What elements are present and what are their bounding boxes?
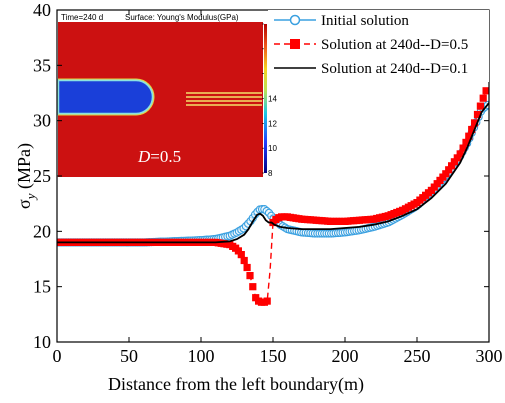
series-d01 — [57, 102, 489, 244]
y-tick-label: 35 — [33, 55, 51, 75]
x-tick-label: 100 — [188, 346, 215, 366]
inset-annotation: D=0.5 — [137, 147, 181, 166]
series-d05-point — [237, 251, 245, 259]
series-d05-point — [476, 102, 484, 110]
series-d05-point — [246, 272, 254, 280]
y-tick-label: 15 — [33, 277, 51, 297]
series-d05-point — [263, 297, 271, 305]
series-d05-point — [473, 110, 482, 119]
series-d05-point — [479, 94, 487, 102]
inset-header — [58, 11, 270, 22]
series-d05-point — [459, 144, 467, 152]
colorbar-tick-label: 8 — [268, 169, 273, 178]
inset-inclusion — [56, 78, 155, 116]
y-axis-title: σy (MPa) — [14, 143, 38, 209]
series-d05-point — [465, 132, 473, 140]
series-d05-point — [240, 256, 248, 265]
legend-item-d01: Solution at 240d--D=0.1 — [274, 61, 468, 77]
legend-item-initial: Initial solution — [274, 13, 409, 29]
x-tick-label: 0 — [53, 346, 62, 366]
series-d05-point — [453, 154, 461, 162]
x-tick-label: 150 — [260, 346, 287, 366]
colorbar-tick-label: 12 — [268, 119, 277, 128]
series-d05-point — [462, 138, 470, 146]
inset-colorbar — [264, 24, 267, 173]
inset-time-label: Time=240 d — [61, 13, 103, 22]
y-tick-label: 30 — [33, 111, 51, 131]
series-d05-point — [234, 247, 242, 255]
legend-label-d05: Solution at 240d--D=0.5 — [321, 37, 468, 53]
x-tick-label: 300 — [476, 346, 503, 366]
series-d05-point — [468, 125, 476, 134]
y-tick-label: 20 — [33, 221, 51, 241]
x-tick-label: 250 — [404, 346, 431, 366]
colorbar-tick-label: 14 — [268, 95, 277, 104]
y-axis-ticks: 10 15 20 25 30 35 40 — [33, 0, 489, 352]
series-d05-point — [456, 150, 464, 158]
y-tick-label: 10 — [33, 332, 51, 352]
series-d05-point — [442, 170, 450, 178]
series-d05-point — [249, 283, 257, 291]
inset-fracture-lines — [186, 92, 262, 106]
series-d05-point — [243, 263, 251, 272]
x-tick-label: 200 — [332, 346, 359, 366]
y-tick-label: 25 — [33, 166, 51, 186]
series-d05-point — [445, 166, 453, 174]
inset-inclusion-rim — [58, 78, 155, 116]
x-tick-label: 50 — [120, 346, 138, 366]
legend-label-d01: Solution at 240d--D=0.1 — [321, 61, 468, 77]
legend-box — [268, 10, 489, 82]
y-tick-label: 40 — [33, 0, 51, 20]
colorbar-tick-label: 10 — [268, 144, 277, 153]
legend: Initial solution Solution at 240d--D=0.5… — [268, 10, 489, 82]
legend-label-initial: Initial solution — [321, 13, 409, 29]
inset-contour-plot: Time=240 d Surface: Young's Modulus(GPa)… — [56, 11, 277, 178]
series-d05-point — [482, 87, 489, 95]
series-d05-point — [471, 119, 479, 127]
x-axis-ticks: 0 50 100 150 200 250 300 — [53, 10, 503, 366]
series-layer — [57, 87, 489, 306]
inset-surface-label: Surface: Young's Modulus(GPa) — [125, 13, 239, 22]
legend-item-d05: Solution at 240d--D=0.5 — [274, 37, 468, 53]
series-d05-point — [448, 162, 456, 170]
series-d05-point — [450, 158, 458, 166]
x-axis-title: Distance from the left boundary(m) — [108, 374, 364, 395]
series-d01-line — [57, 102, 489, 244]
